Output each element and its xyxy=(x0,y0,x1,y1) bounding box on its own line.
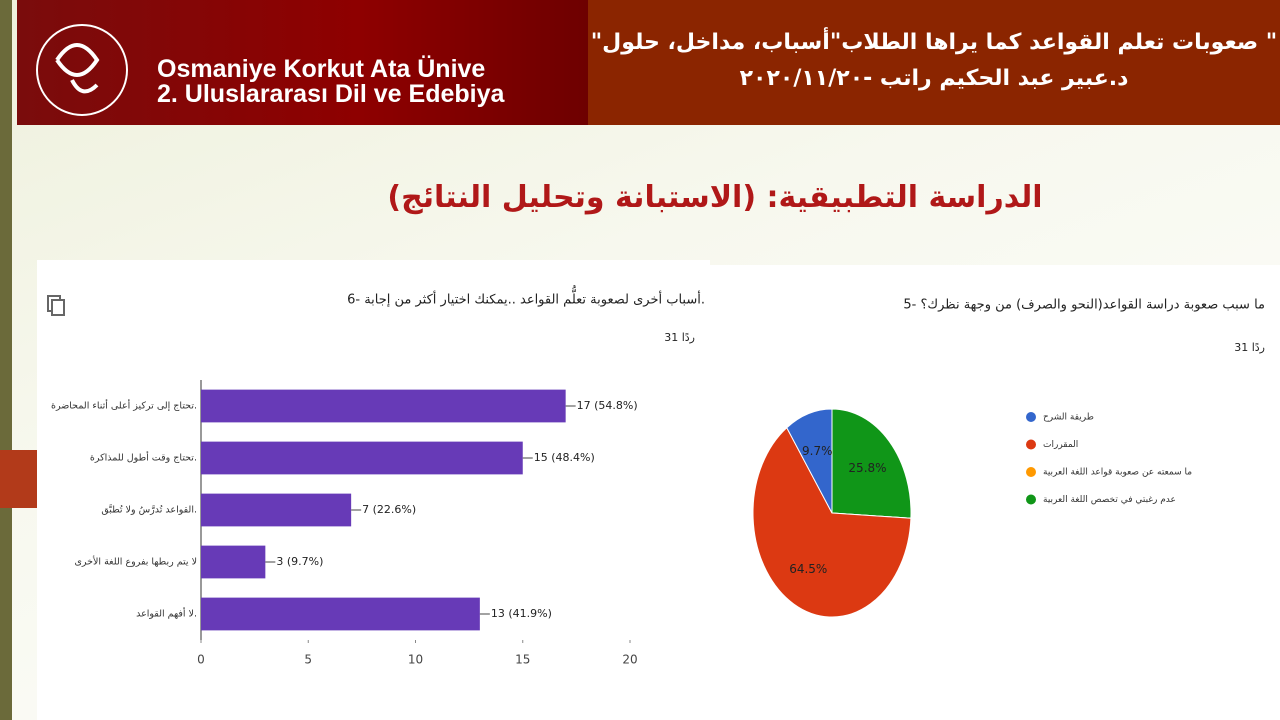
legend-label: المقررات xyxy=(1043,440,1078,450)
copy-icon xyxy=(47,295,65,316)
university-name: Osmaniye Korkut Ata Ünive xyxy=(157,55,486,83)
bar xyxy=(201,441,523,475)
category-label: لا أفهم القواعد. xyxy=(136,607,197,620)
legend-swatch xyxy=(1026,412,1036,422)
bar-panel xyxy=(37,260,710,720)
presentation-title: " صعوبات تعلم القواعد كما يراها الطلاب"أ… xyxy=(590,30,1278,55)
pie-slice xyxy=(786,408,833,514)
x-tick-label: 10 xyxy=(408,653,423,667)
bar xyxy=(201,389,566,423)
category-label: القواعد تُدرَّسُ ولا تُطبَّق. xyxy=(101,503,197,515)
pie-slice xyxy=(831,408,912,519)
legend-swatch xyxy=(1026,467,1036,477)
legend-swatch xyxy=(1026,439,1036,450)
chart-title: 5- ما سبب صعوبة دراسة القواعد(النحو والص… xyxy=(903,298,1265,313)
bar xyxy=(201,545,266,579)
x-tick-label: 15 xyxy=(515,653,530,667)
legend-label: طريقة الشرح xyxy=(1043,413,1094,423)
bar xyxy=(201,597,480,631)
value-label: 13 (41.9%) xyxy=(491,607,552,620)
slide-title: الدراسة التطبيقية: (الاستبانة وتحليل الن… xyxy=(387,180,1043,215)
value-label: 3 (9.7%) xyxy=(276,555,323,568)
category-label: لا يتم ربطها بفروع اللغة الأخرى xyxy=(74,556,197,568)
x-tick-label: 5 xyxy=(304,653,312,667)
slice-label: 25.8% xyxy=(848,461,886,475)
x-tick-label: 20 xyxy=(622,653,637,667)
legend-swatch xyxy=(1026,494,1036,505)
value-label: 17 (54.8%) xyxy=(577,399,638,412)
accent-block xyxy=(0,450,37,508)
logo-emblem xyxy=(36,24,128,116)
legend-label: ما سمعته عن صعوبة قواعد اللغة العربية xyxy=(1043,468,1192,478)
category-label: تحتاج وقت أطول للمذاكرة. xyxy=(90,451,197,464)
slice-label: 64.5% xyxy=(789,562,827,576)
value-label: 7 (22.6%) xyxy=(362,503,416,516)
category-label: تحتاج إلى تركيز أعلى أثناء المحاضرة. xyxy=(51,399,197,412)
conference-name: 2. Uluslararası Dil ve Edebiya xyxy=(157,80,505,108)
logo-banner: Osmaniye Korkut Ata Ünive 2. Uluslararas… xyxy=(17,0,588,125)
value-label: 15 (48.4%) xyxy=(534,451,595,464)
slice-label: 9.7% xyxy=(802,444,833,458)
title-box: " صعوبات تعلم القواعد كما يراها الطلاب"أ… xyxy=(588,0,1280,125)
left-stripe xyxy=(0,0,12,720)
author-date: د.عبير عبد الحكيم راتب -٢٠٢٠/١١/٢٠ xyxy=(739,66,1129,91)
legend-label: عدم رغبتي في تخصص اللغة العربية xyxy=(1043,495,1176,505)
response-count: 31 ردًا xyxy=(664,331,695,344)
bar xyxy=(201,493,352,527)
response-count: 31 ردًا xyxy=(1234,341,1265,354)
pie-slice xyxy=(752,426,912,618)
x-tick-label: 0 xyxy=(197,653,205,667)
